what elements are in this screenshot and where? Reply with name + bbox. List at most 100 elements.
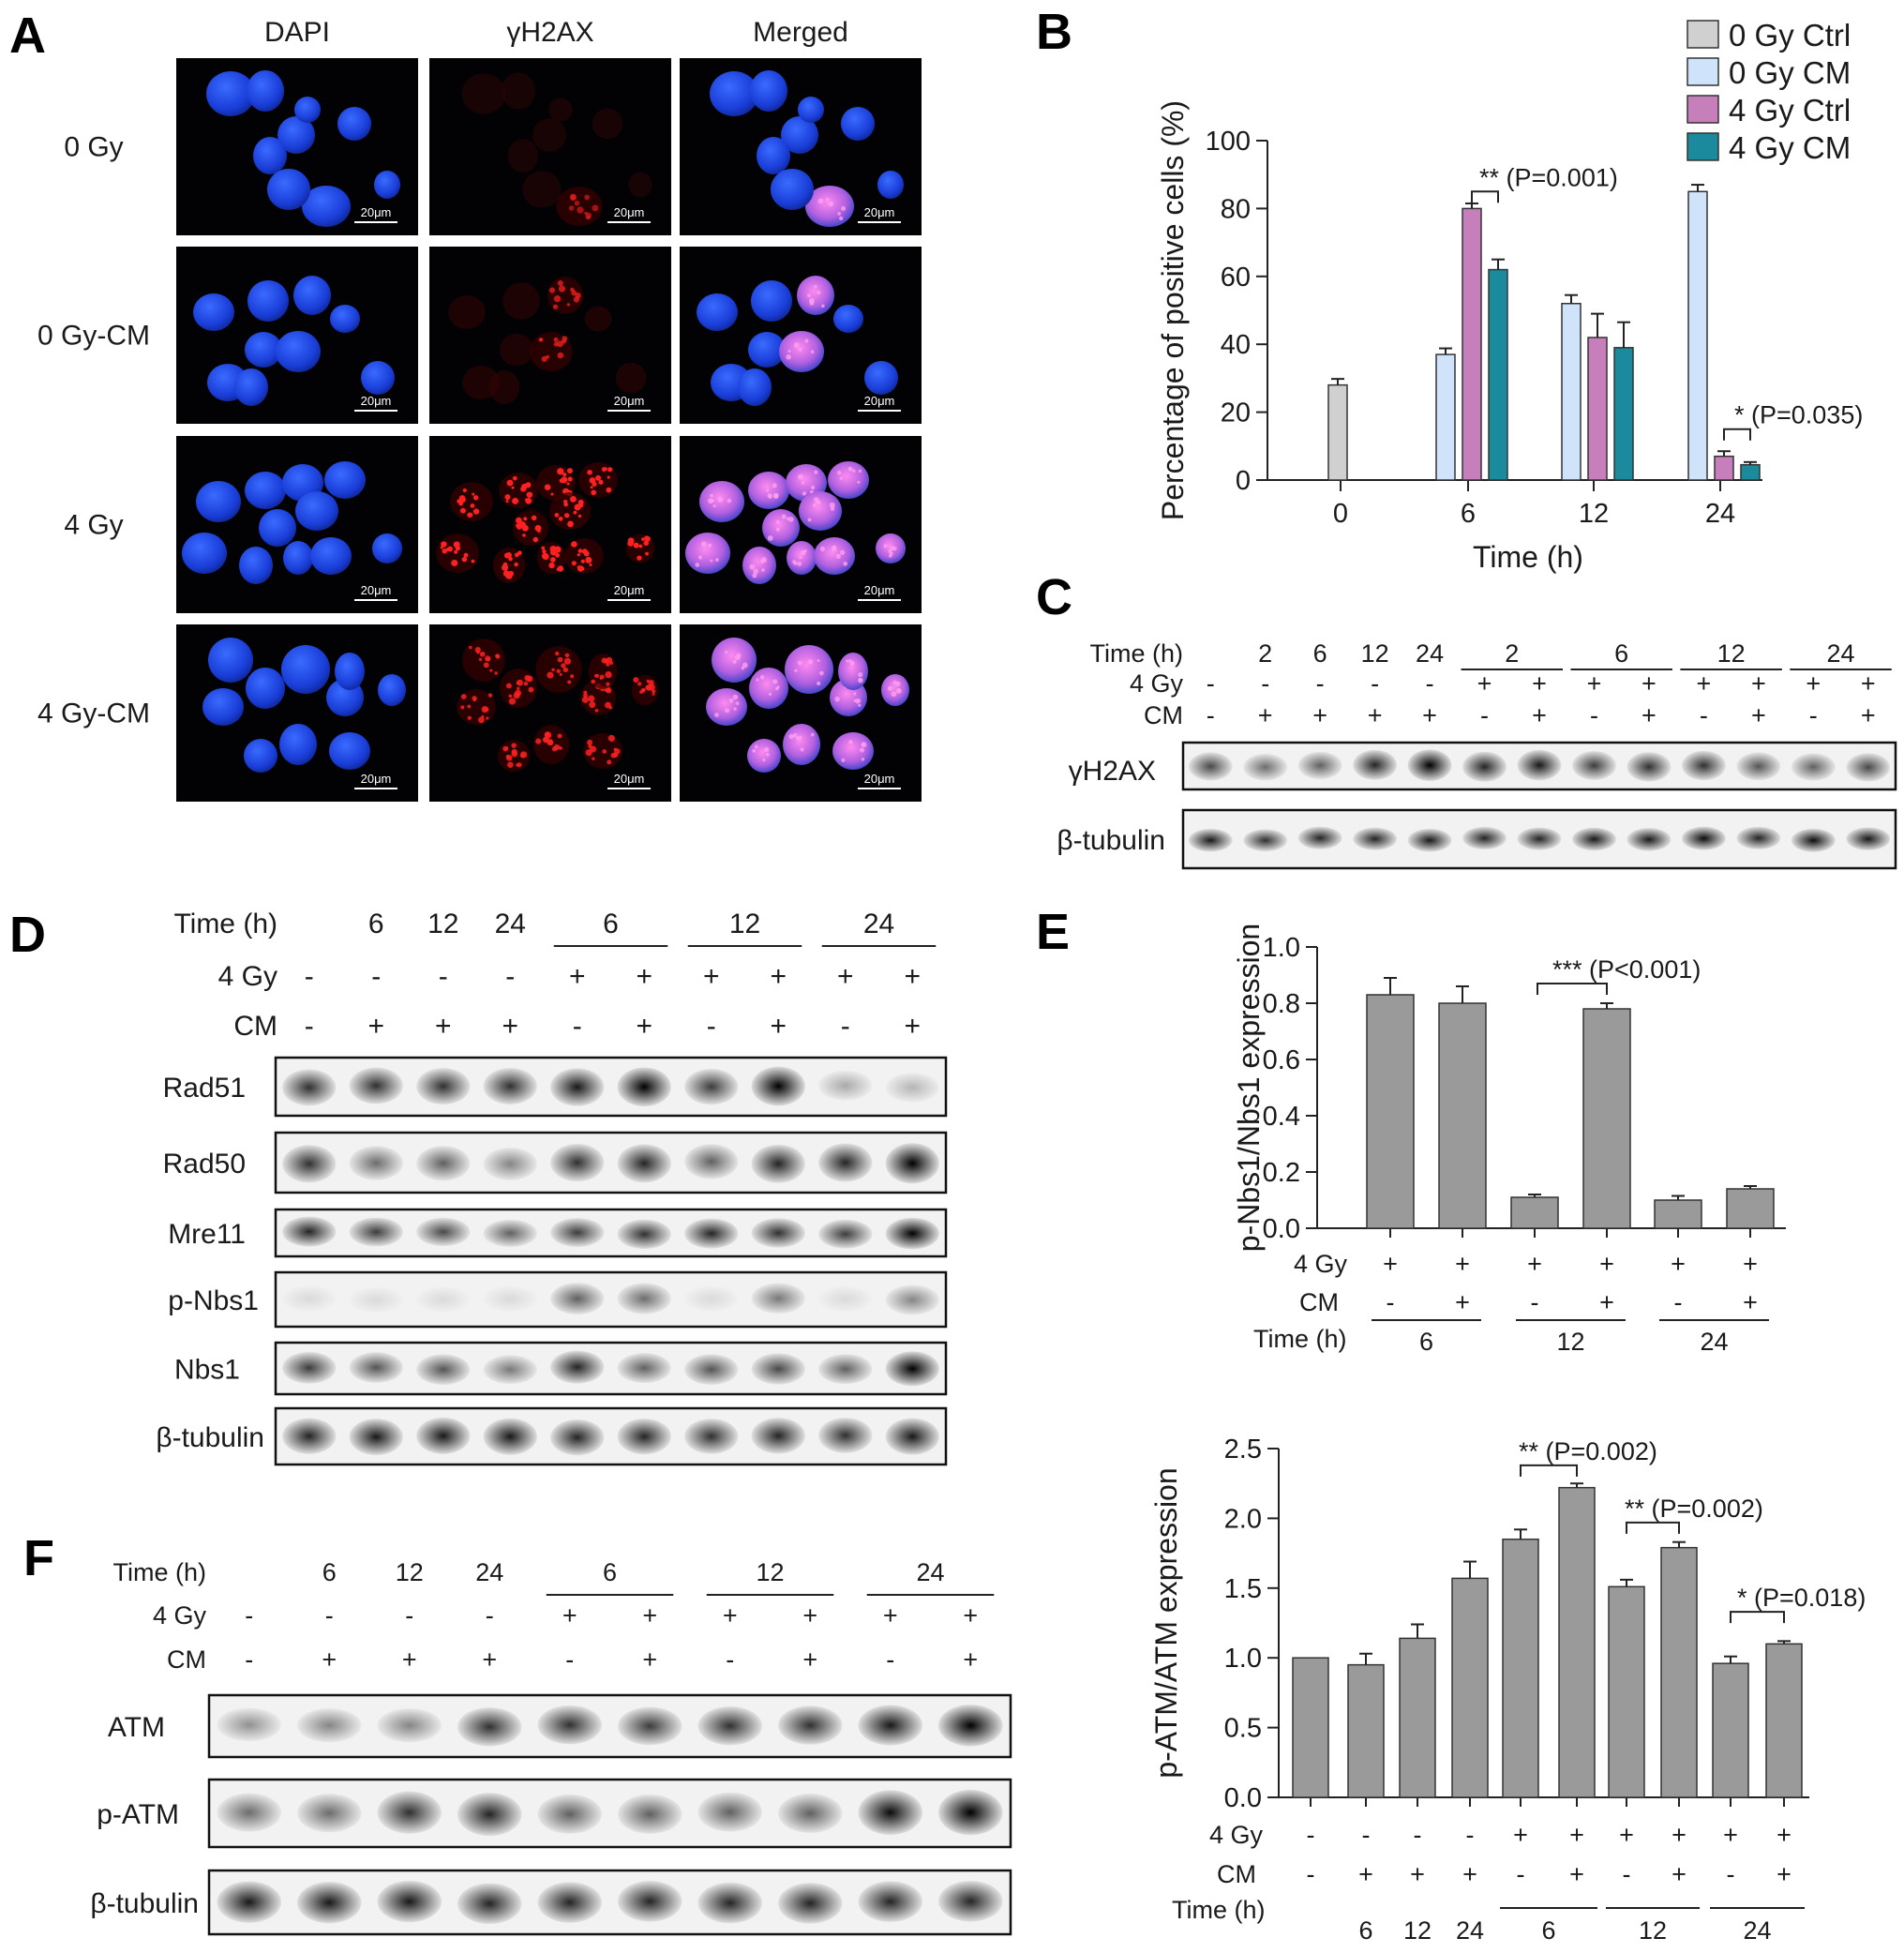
blot-band bbox=[684, 1218, 739, 1249]
merged-foci bbox=[883, 544, 888, 548]
foci-dot bbox=[555, 651, 560, 656]
merged-foci bbox=[753, 568, 759, 575]
bar bbox=[1654, 1199, 1702, 1229]
blot-band bbox=[349, 1352, 403, 1383]
sign-4gy: + bbox=[1642, 669, 1657, 698]
foci-dot bbox=[595, 474, 602, 481]
sign-cm: + bbox=[502, 1011, 518, 1042]
sign-cm: + bbox=[1751, 701, 1766, 729]
blot-band bbox=[483, 1068, 537, 1104]
foci-dot bbox=[470, 503, 475, 508]
blot-strip bbox=[274, 1131, 948, 1194]
foci-dot bbox=[556, 669, 561, 673]
bar bbox=[1366, 994, 1415, 1229]
time-cell: 24 bbox=[1456, 1916, 1484, 1945]
foci-dot bbox=[535, 738, 542, 744]
blot-band bbox=[349, 1286, 403, 1314]
y-tick-label: 0.0 bbox=[1224, 1783, 1262, 1813]
foci-dot bbox=[516, 762, 520, 767]
sign-4gy: + bbox=[1599, 1250, 1614, 1278]
sign-cm: + bbox=[1258, 701, 1273, 729]
merged-nucleus bbox=[710, 71, 758, 116]
sign-cm: + bbox=[1368, 701, 1383, 729]
sign-cm: - bbox=[1590, 701, 1598, 729]
nucleus-shadow bbox=[462, 638, 505, 682]
foci-dot bbox=[441, 541, 447, 548]
blot-band bbox=[818, 1354, 873, 1385]
nucleus bbox=[374, 171, 400, 199]
sign-4gy: - bbox=[1414, 1821, 1422, 1849]
foci-dot bbox=[564, 653, 570, 658]
merged-foci bbox=[839, 549, 846, 555]
y-tick-label: 20 bbox=[1221, 398, 1251, 428]
foci-dot bbox=[508, 556, 513, 562]
merged-foci bbox=[800, 549, 806, 556]
foci-dot bbox=[607, 475, 610, 479]
sign-cm: - bbox=[1727, 1860, 1735, 1888]
foci-dot bbox=[459, 507, 466, 514]
scale-bar-label: 20μm bbox=[864, 205, 895, 219]
foci-dot bbox=[652, 692, 655, 696]
foci-dot bbox=[524, 674, 531, 682]
foci-dot bbox=[566, 482, 570, 486]
sign-4gy: + bbox=[802, 1601, 817, 1630]
header-label-2: CM bbox=[167, 1645, 206, 1674]
foci-dot bbox=[585, 749, 592, 757]
foci-dot bbox=[557, 352, 564, 359]
foci-dot bbox=[541, 546, 546, 550]
foci-dot bbox=[553, 295, 562, 303]
merged-nucleus bbox=[742, 547, 776, 584]
foci-dot bbox=[451, 559, 458, 567]
nucleus bbox=[182, 533, 227, 574]
foci-dot bbox=[507, 570, 514, 577]
x-tick-label: 6 bbox=[1461, 499, 1476, 529]
foci-dot bbox=[573, 510, 577, 515]
group-time: 6 bbox=[1419, 1328, 1433, 1356]
blot-band bbox=[617, 1353, 671, 1384]
merged-nucleus bbox=[685, 533, 730, 574]
merged-foci bbox=[891, 691, 897, 698]
merged-nucleus bbox=[706, 688, 747, 726]
panel-f-bar-chart: 0.0 0.5 1.0 1.5 2.0 2.5 p-ATM/ATM expression **… bbox=[1149, 1435, 1866, 1945]
sign-cm: - bbox=[886, 1645, 894, 1674]
sign-4gy: + bbox=[1861, 669, 1876, 698]
merged-nucleus bbox=[749, 668, 788, 709]
bar bbox=[1558, 1486, 1596, 1798]
foci-dot bbox=[462, 488, 467, 493]
nucleus bbox=[245, 472, 286, 509]
nucleus bbox=[310, 537, 352, 575]
micrograph-r3-c0: 20μm bbox=[176, 624, 418, 802]
sign-cm: - bbox=[1480, 701, 1489, 729]
bar bbox=[1740, 463, 1761, 481]
blot-band bbox=[282, 1069, 337, 1106]
foci-dot bbox=[566, 468, 573, 474]
sign-4gy: - bbox=[325, 1601, 334, 1630]
nucleus-faint bbox=[615, 362, 647, 394]
bar bbox=[1502, 1538, 1539, 1798]
foci-dot bbox=[642, 687, 646, 692]
blot-strip bbox=[274, 1341, 948, 1396]
blot-strip bbox=[274, 1270, 948, 1329]
nucleus bbox=[279, 724, 317, 765]
nucleus bbox=[267, 169, 310, 210]
sign-4gy: + bbox=[1777, 1821, 1792, 1849]
sign-4gy: + bbox=[904, 961, 921, 992]
foci-dot bbox=[591, 489, 597, 496]
micrograph-r1-c1: 20μm bbox=[429, 247, 671, 424]
y-tick-label: 2.0 bbox=[1224, 1504, 1262, 1534]
nucleus bbox=[335, 653, 365, 690]
foci-dot bbox=[478, 657, 483, 661]
y-tick-label: 0 bbox=[1236, 466, 1251, 496]
sign-4gy: + bbox=[642, 1601, 657, 1630]
scale-bar-label: 20μm bbox=[614, 583, 645, 597]
panel-d-western-blot: Time (h) 4 Gy CM 6 12 24 6 12 24 - - - - + + + + + + - + + + - +… bbox=[156, 909, 948, 1466]
foci-dot bbox=[506, 479, 514, 487]
merged-foci bbox=[760, 559, 765, 563]
bar bbox=[1292, 1657, 1329, 1798]
foci-dot bbox=[588, 695, 595, 702]
nucleus bbox=[244, 739, 277, 773]
merged-foci bbox=[813, 497, 819, 503]
foci-dot bbox=[512, 475, 517, 481]
foci-dot bbox=[506, 755, 513, 761]
blot-band bbox=[938, 1789, 1003, 1836]
